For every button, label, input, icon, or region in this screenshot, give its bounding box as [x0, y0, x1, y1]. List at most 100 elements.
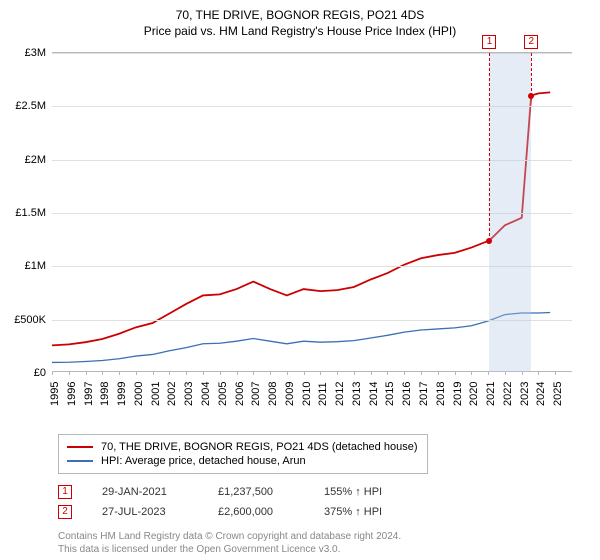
xtick — [354, 372, 355, 375]
xtick — [52, 372, 53, 375]
xtick-label: 2003 — [183, 382, 195, 406]
sales-marker: 1 — [58, 485, 72, 499]
xtick — [320, 372, 321, 375]
ytick-label: £1.5M — [15, 207, 46, 219]
sales-hpi: 155% ↑ HPI — [324, 486, 414, 498]
marker-box: 1 — [482, 35, 496, 49]
xtick-label: 2024 — [535, 382, 547, 406]
xtick-label: 2021 — [485, 382, 497, 406]
xtick-label: 1997 — [83, 382, 95, 406]
footnote-line: This data is licensed under the Open Gov… — [58, 543, 401, 556]
xtick — [220, 372, 221, 375]
xtick-label: 2000 — [133, 382, 145, 406]
xtick — [287, 372, 288, 375]
xtick-label: 2004 — [200, 382, 212, 406]
legend-swatch — [67, 446, 93, 448]
sales-table: 1 29-JAN-2021 £1,237,500 155% ↑ HPI 2 27-JUL-… — [58, 482, 414, 522]
xtick-label: 2005 — [217, 382, 229, 406]
xtick-label: 2019 — [452, 382, 464, 406]
xtick-label: 2023 — [519, 382, 531, 406]
sales-hpi: 375% ↑ HPI — [324, 506, 414, 518]
xtick-label: 1996 — [66, 382, 78, 406]
sales-marker: 2 — [58, 505, 72, 519]
xtick-label: 2020 — [468, 382, 480, 406]
xtick — [555, 372, 556, 375]
ytick-label: £2M — [25, 154, 46, 166]
xtick — [203, 372, 204, 375]
xtick-label: 2017 — [418, 382, 430, 406]
xtick-label: 2008 — [267, 382, 279, 406]
xtick-label: 2015 — [384, 382, 396, 406]
legend-row: 70, THE DRIVE, BOGNOR REGIS, PO21 4DS (d… — [67, 440, 417, 454]
xtick-label: 2009 — [284, 382, 296, 406]
ytick-label: £1M — [25, 260, 46, 272]
xtick — [471, 372, 472, 375]
xtick — [387, 372, 388, 375]
footnote: Contains HM Land Registry data © Crown c… — [58, 530, 401, 556]
xtick — [488, 372, 489, 375]
xtick — [304, 372, 305, 375]
xtick-label: 1995 — [49, 382, 61, 406]
series-property — [52, 92, 550, 345]
marker-dot — [528, 93, 534, 99]
xtick — [102, 372, 103, 375]
marker-dashed — [531, 53, 532, 96]
legend-row: HPI: Average price, detached house, Arun — [67, 454, 417, 468]
xtick — [186, 372, 187, 375]
xtick — [538, 372, 539, 375]
xtick — [153, 372, 154, 375]
xtick — [253, 372, 254, 375]
xtick-label: 2016 — [401, 382, 413, 406]
marker-box: 2 — [524, 35, 538, 49]
shade-band — [489, 53, 531, 372]
sales-price: £1,237,500 — [218, 486, 294, 498]
xtick — [86, 372, 87, 375]
sales-date: 27-JUL-2023 — [102, 506, 188, 518]
xtick — [455, 372, 456, 375]
xtick-label: 2013 — [351, 382, 363, 406]
xtick — [136, 372, 137, 375]
xtick-label: 2010 — [301, 382, 313, 406]
xtick — [337, 372, 338, 375]
ytick-label: £2.5M — [15, 100, 46, 112]
footnote-line: Contains HM Land Registry data © Crown c… — [58, 530, 401, 543]
xtick-label: 2002 — [166, 382, 178, 406]
plot-area: £0£500K£1M£1.5M£2M£2.5M£3M19951996199719… — [52, 52, 572, 372]
sales-date: 29-JAN-2021 — [102, 486, 188, 498]
xtick-label: 1999 — [116, 382, 128, 406]
xtick — [421, 372, 422, 375]
xtick — [404, 372, 405, 375]
sales-row: 1 29-JAN-2021 £1,237,500 155% ↑ HPI — [58, 482, 414, 502]
xtick-label: 2018 — [435, 382, 447, 406]
xtick-label: 2012 — [334, 382, 346, 406]
xtick-label: 2014 — [368, 382, 380, 406]
xtick-label: 1998 — [99, 382, 111, 406]
xtick — [522, 372, 523, 375]
xtick-label: 2006 — [234, 382, 246, 406]
marker-dashed — [489, 53, 490, 241]
xtick-label: 2001 — [150, 382, 162, 406]
xtick-label: 2011 — [317, 382, 329, 406]
ytick-label: £500K — [14, 314, 46, 326]
xtick — [505, 372, 506, 375]
legend-label: HPI: Average price, detached house, Arun — [101, 455, 306, 467]
xtick-label: 2007 — [250, 382, 262, 406]
chart-container: 70, THE DRIVE, BOGNOR REGIS, PO21 4DS Pr… — [0, 0, 600, 560]
xtick — [438, 372, 439, 375]
xtick — [371, 372, 372, 375]
xtick — [270, 372, 271, 375]
xtick — [237, 372, 238, 375]
xtick-label: 2025 — [552, 382, 564, 406]
xtick-label: 2022 — [502, 382, 514, 406]
sales-price: £2,600,000 — [218, 506, 294, 518]
ytick-label: £3M — [25, 47, 46, 59]
marker-dot — [486, 238, 492, 244]
xtick — [119, 372, 120, 375]
ytick-label: £0 — [34, 367, 46, 379]
xtick — [169, 372, 170, 375]
legend-swatch — [67, 460, 93, 462]
chart-subtitle: Price paid vs. HM Land Registry's House … — [0, 22, 600, 38]
chart-title: 70, THE DRIVE, BOGNOR REGIS, PO21 4DS — [0, 0, 600, 22]
sales-row: 2 27-JUL-2023 £2,600,000 375% ↑ HPI — [58, 502, 414, 522]
legend: 70, THE DRIVE, BOGNOR REGIS, PO21 4DS (d… — [58, 434, 428, 474]
